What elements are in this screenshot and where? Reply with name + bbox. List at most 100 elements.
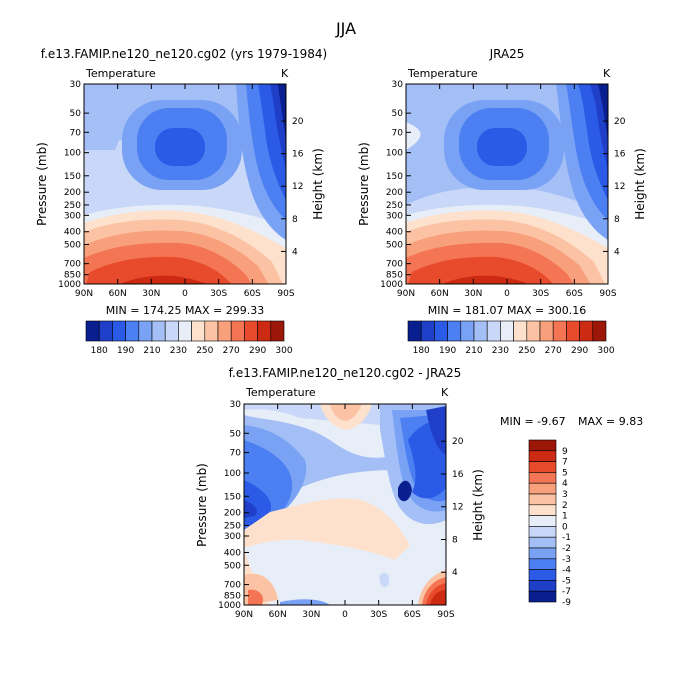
colorbar-swatch	[528, 526, 557, 538]
y-tick-label: 850	[64, 271, 81, 281]
colorbar-swatch	[528, 472, 557, 484]
colorbar-swatch	[151, 320, 166, 342]
panel-model-ylabel-right: Height (km)	[311, 148, 325, 219]
y-right-tick-label: 4	[614, 247, 620, 257]
colorbar-swatch	[539, 320, 554, 342]
y-tick-label: 500	[64, 240, 81, 250]
x-tick-label: 60N	[431, 289, 449, 299]
colorbar-swatch	[528, 536, 557, 549]
y-right-tick-label: 20	[614, 117, 626, 127]
colorbar-label: -3	[562, 555, 571, 565]
panel-diff-stats-max: MAX = 9.83	[578, 415, 643, 428]
y-tick-label: 30	[230, 400, 242, 410]
panel-obs: JRA25 Temperature K 30507010015020025030…	[357, 47, 647, 356]
y-tick-label: 500	[224, 561, 241, 571]
y-tick-label: 150	[386, 172, 403, 182]
panel-diff-title: f.e13.FAMIP.ne120_ne120.cg02 - JRA25	[229, 366, 462, 380]
panel-diff-subtitle: Temperature	[245, 386, 316, 399]
panel-obs-units: K	[603, 67, 611, 80]
colorbar-swatch	[566, 320, 580, 342]
colorbar-swatch	[217, 320, 232, 342]
colorbar-swatch	[230, 320, 245, 342]
colorbar-swatch	[528, 461, 557, 473]
colorbar-swatch	[420, 320, 435, 342]
y-tick-label: 50	[230, 429, 242, 439]
colorbar-label: -5	[562, 576, 571, 586]
y-tick-label: 50	[392, 109, 404, 119]
colorbar-swatch	[579, 320, 594, 342]
y-tick-label: 400	[224, 548, 241, 558]
x-tick-label: 0	[182, 289, 188, 299]
y-tick-label: 850	[386, 271, 403, 281]
y-tick-label: 50	[70, 109, 82, 119]
colorbar-label: 230	[170, 346, 187, 356]
colorbar-swatch	[270, 320, 285, 342]
colorbar-label: 7	[562, 458, 568, 468]
y-tick-label: 400	[64, 228, 81, 238]
y-tick-label: 70	[70, 128, 82, 138]
x-tick-label: 30S	[532, 289, 549, 299]
colorbar-label: -1	[562, 533, 571, 543]
colorbar-swatch	[98, 320, 113, 342]
colorbar-swatch	[434, 320, 448, 342]
colorbar-label: 300	[597, 346, 614, 356]
y-tick-label: 250	[386, 201, 403, 211]
x-tick-label: 60N	[269, 610, 287, 620]
colorbar-label: 250	[196, 346, 213, 356]
y-tick-label: 1000	[380, 280, 403, 290]
y-right-tick-label: 16	[452, 470, 464, 480]
y-right-tick-label: 4	[452, 568, 458, 578]
y-tick-label: 100	[386, 149, 403, 159]
colorbar-swatch	[204, 320, 219, 342]
panel-diff-units: K	[441, 386, 449, 399]
colorbar-swatch	[244, 320, 258, 342]
colorbar-label: -2	[562, 544, 571, 554]
colorbar-label: 3	[562, 490, 568, 500]
colorbar-label: 9	[562, 447, 568, 457]
colorbar-swatch	[164, 320, 179, 342]
panel-model-ylabel: Pressure (mb)	[35, 142, 49, 226]
panel-obs-ylabel: Pressure (mb)	[357, 142, 371, 226]
colorbar-label: 250	[518, 346, 535, 356]
colorbar-swatch	[257, 320, 272, 342]
colorbar-swatch	[592, 320, 607, 342]
colorbar-label: 1	[562, 512, 568, 522]
colorbar-label: 4	[562, 479, 568, 489]
panel-obs-ylabel-right: Height (km)	[633, 148, 647, 219]
colorbar-label: -4	[562, 566, 571, 576]
colorbar-swatch	[500, 320, 514, 342]
y-right-tick-label: 4	[292, 247, 298, 257]
colorbar-label: 180	[413, 346, 430, 356]
colorbar-label: 5	[562, 468, 568, 478]
panel-model-field	[84, 84, 286, 284]
x-tick-label: 90S	[277, 289, 294, 299]
y-tick-label: 250	[224, 522, 241, 532]
y-tick-label: 1000	[218, 601, 241, 611]
colorbar-label: 270	[545, 346, 562, 356]
colorbar-label: 290	[249, 346, 266, 356]
x-tick-label: 30S	[210, 289, 227, 299]
colorbar-label: 270	[223, 346, 240, 356]
y-tick-label: 1000	[58, 280, 81, 290]
y-tick-label: 400	[386, 228, 403, 238]
colorbar-swatch	[526, 320, 541, 342]
panel-diff-field	[244, 404, 446, 605]
colorbar-swatch	[528, 482, 557, 495]
y-right-tick-label: 16	[614, 150, 626, 160]
colorbar-label: 210	[465, 346, 482, 356]
colorbar-swatch	[552, 320, 567, 342]
colorbar-swatch	[528, 580, 557, 592]
x-tick-label: 60S	[566, 289, 583, 299]
panel-model-subtitle: Temperature	[85, 67, 156, 80]
colorbar-label: -7	[562, 587, 571, 597]
colorbar-label: -9	[562, 598, 571, 608]
y-tick-label: 700	[386, 260, 403, 270]
x-tick-label: 30N	[142, 289, 160, 299]
x-tick-label: 30N	[464, 289, 482, 299]
panel-diff: f.e13.FAMIP.ne120_ne120.cg02 - JRA25 Tem…	[195, 366, 643, 620]
colorbar-swatch	[138, 320, 153, 342]
panel-model-title: f.e13.FAMIP.ne120_ne120.cg02 (yrs 1979-1…	[41, 47, 328, 61]
y-tick-label: 200	[64, 188, 81, 198]
panel-model-units: K	[281, 67, 289, 80]
y-tick-label: 250	[64, 201, 81, 211]
